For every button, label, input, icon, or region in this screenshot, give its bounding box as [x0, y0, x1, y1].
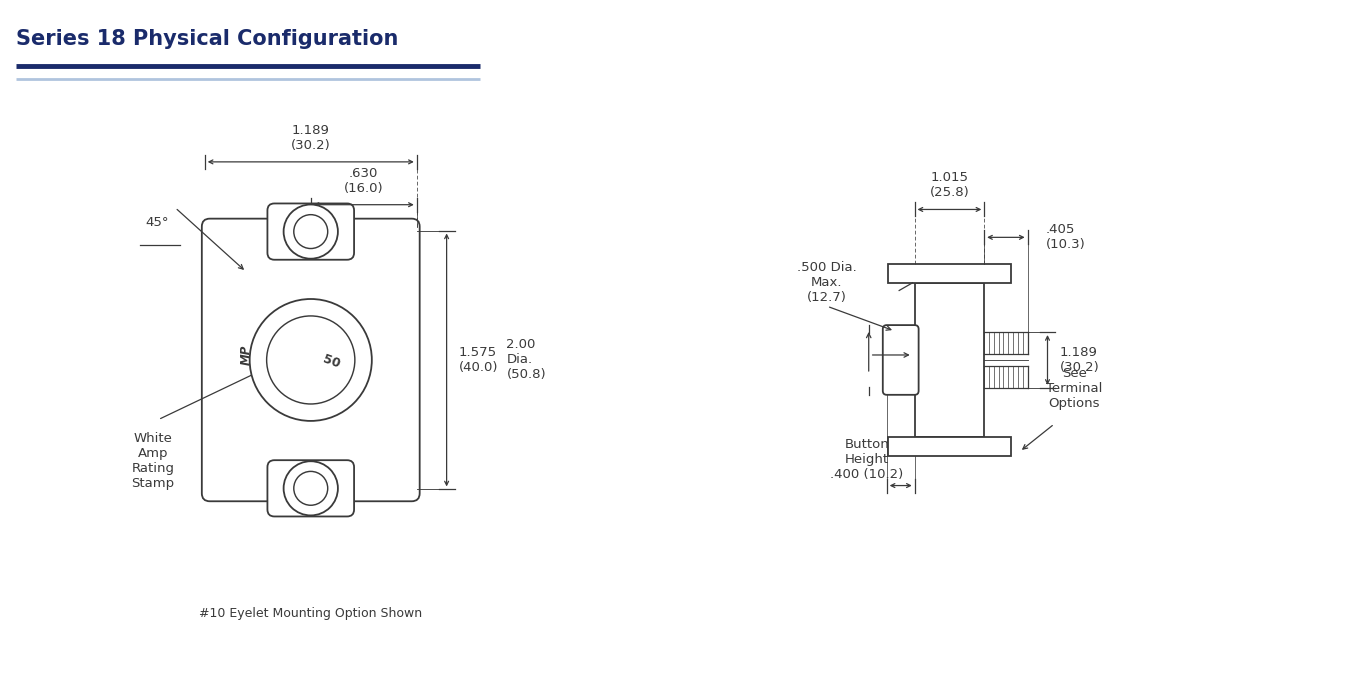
Text: Button
Height
.400 (10.2): Button Height .400 (10.2)	[830, 438, 904, 481]
Text: Series 18 Physical Configuration: Series 18 Physical Configuration	[16, 29, 399, 49]
Text: 1.189
(30.2): 1.189 (30.2)	[1059, 346, 1099, 374]
Text: 2.00
Dia.
(50.8): 2.00 Dia. (50.8)	[506, 339, 546, 382]
Text: 1.575
(40.0): 1.575 (40.0)	[459, 346, 498, 374]
Text: 1.015
(25.8): 1.015 (25.8)	[929, 172, 970, 200]
FancyBboxPatch shape	[882, 325, 919, 395]
Text: See
Terminal
Options: See Terminal Options	[1047, 367, 1102, 410]
Circle shape	[250, 299, 372, 421]
FancyBboxPatch shape	[267, 460, 353, 517]
Circle shape	[283, 204, 337, 259]
Text: 50: 50	[321, 353, 341, 371]
Bar	[888, 264, 1012, 283]
Text: .630
(16.0): .630 (16.0)	[344, 167, 383, 195]
Circle shape	[283, 461, 337, 515]
Text: .500 Dia.
Max.
(12.7): .500 Dia. Max. (12.7)	[797, 261, 857, 304]
Text: 45°: 45°	[146, 216, 169, 229]
FancyBboxPatch shape	[202, 218, 420, 501]
Bar	[915, 283, 985, 438]
Circle shape	[267, 316, 355, 404]
Circle shape	[294, 471, 328, 505]
Text: #10 Eyelet Mounting Option Shown: #10 Eyelet Mounting Option Shown	[200, 608, 422, 620]
Text: .405
(10.3): .405 (10.3)	[1045, 223, 1085, 251]
Text: 1.189
(30.2): 1.189 (30.2)	[291, 124, 331, 152]
Bar	[888, 438, 1012, 456]
Text: MP: MP	[240, 345, 252, 365]
Text: White
Amp
Rating
Stamp: White Amp Rating Stamp	[131, 432, 174, 490]
Circle shape	[294, 215, 328, 248]
FancyBboxPatch shape	[267, 204, 353, 260]
